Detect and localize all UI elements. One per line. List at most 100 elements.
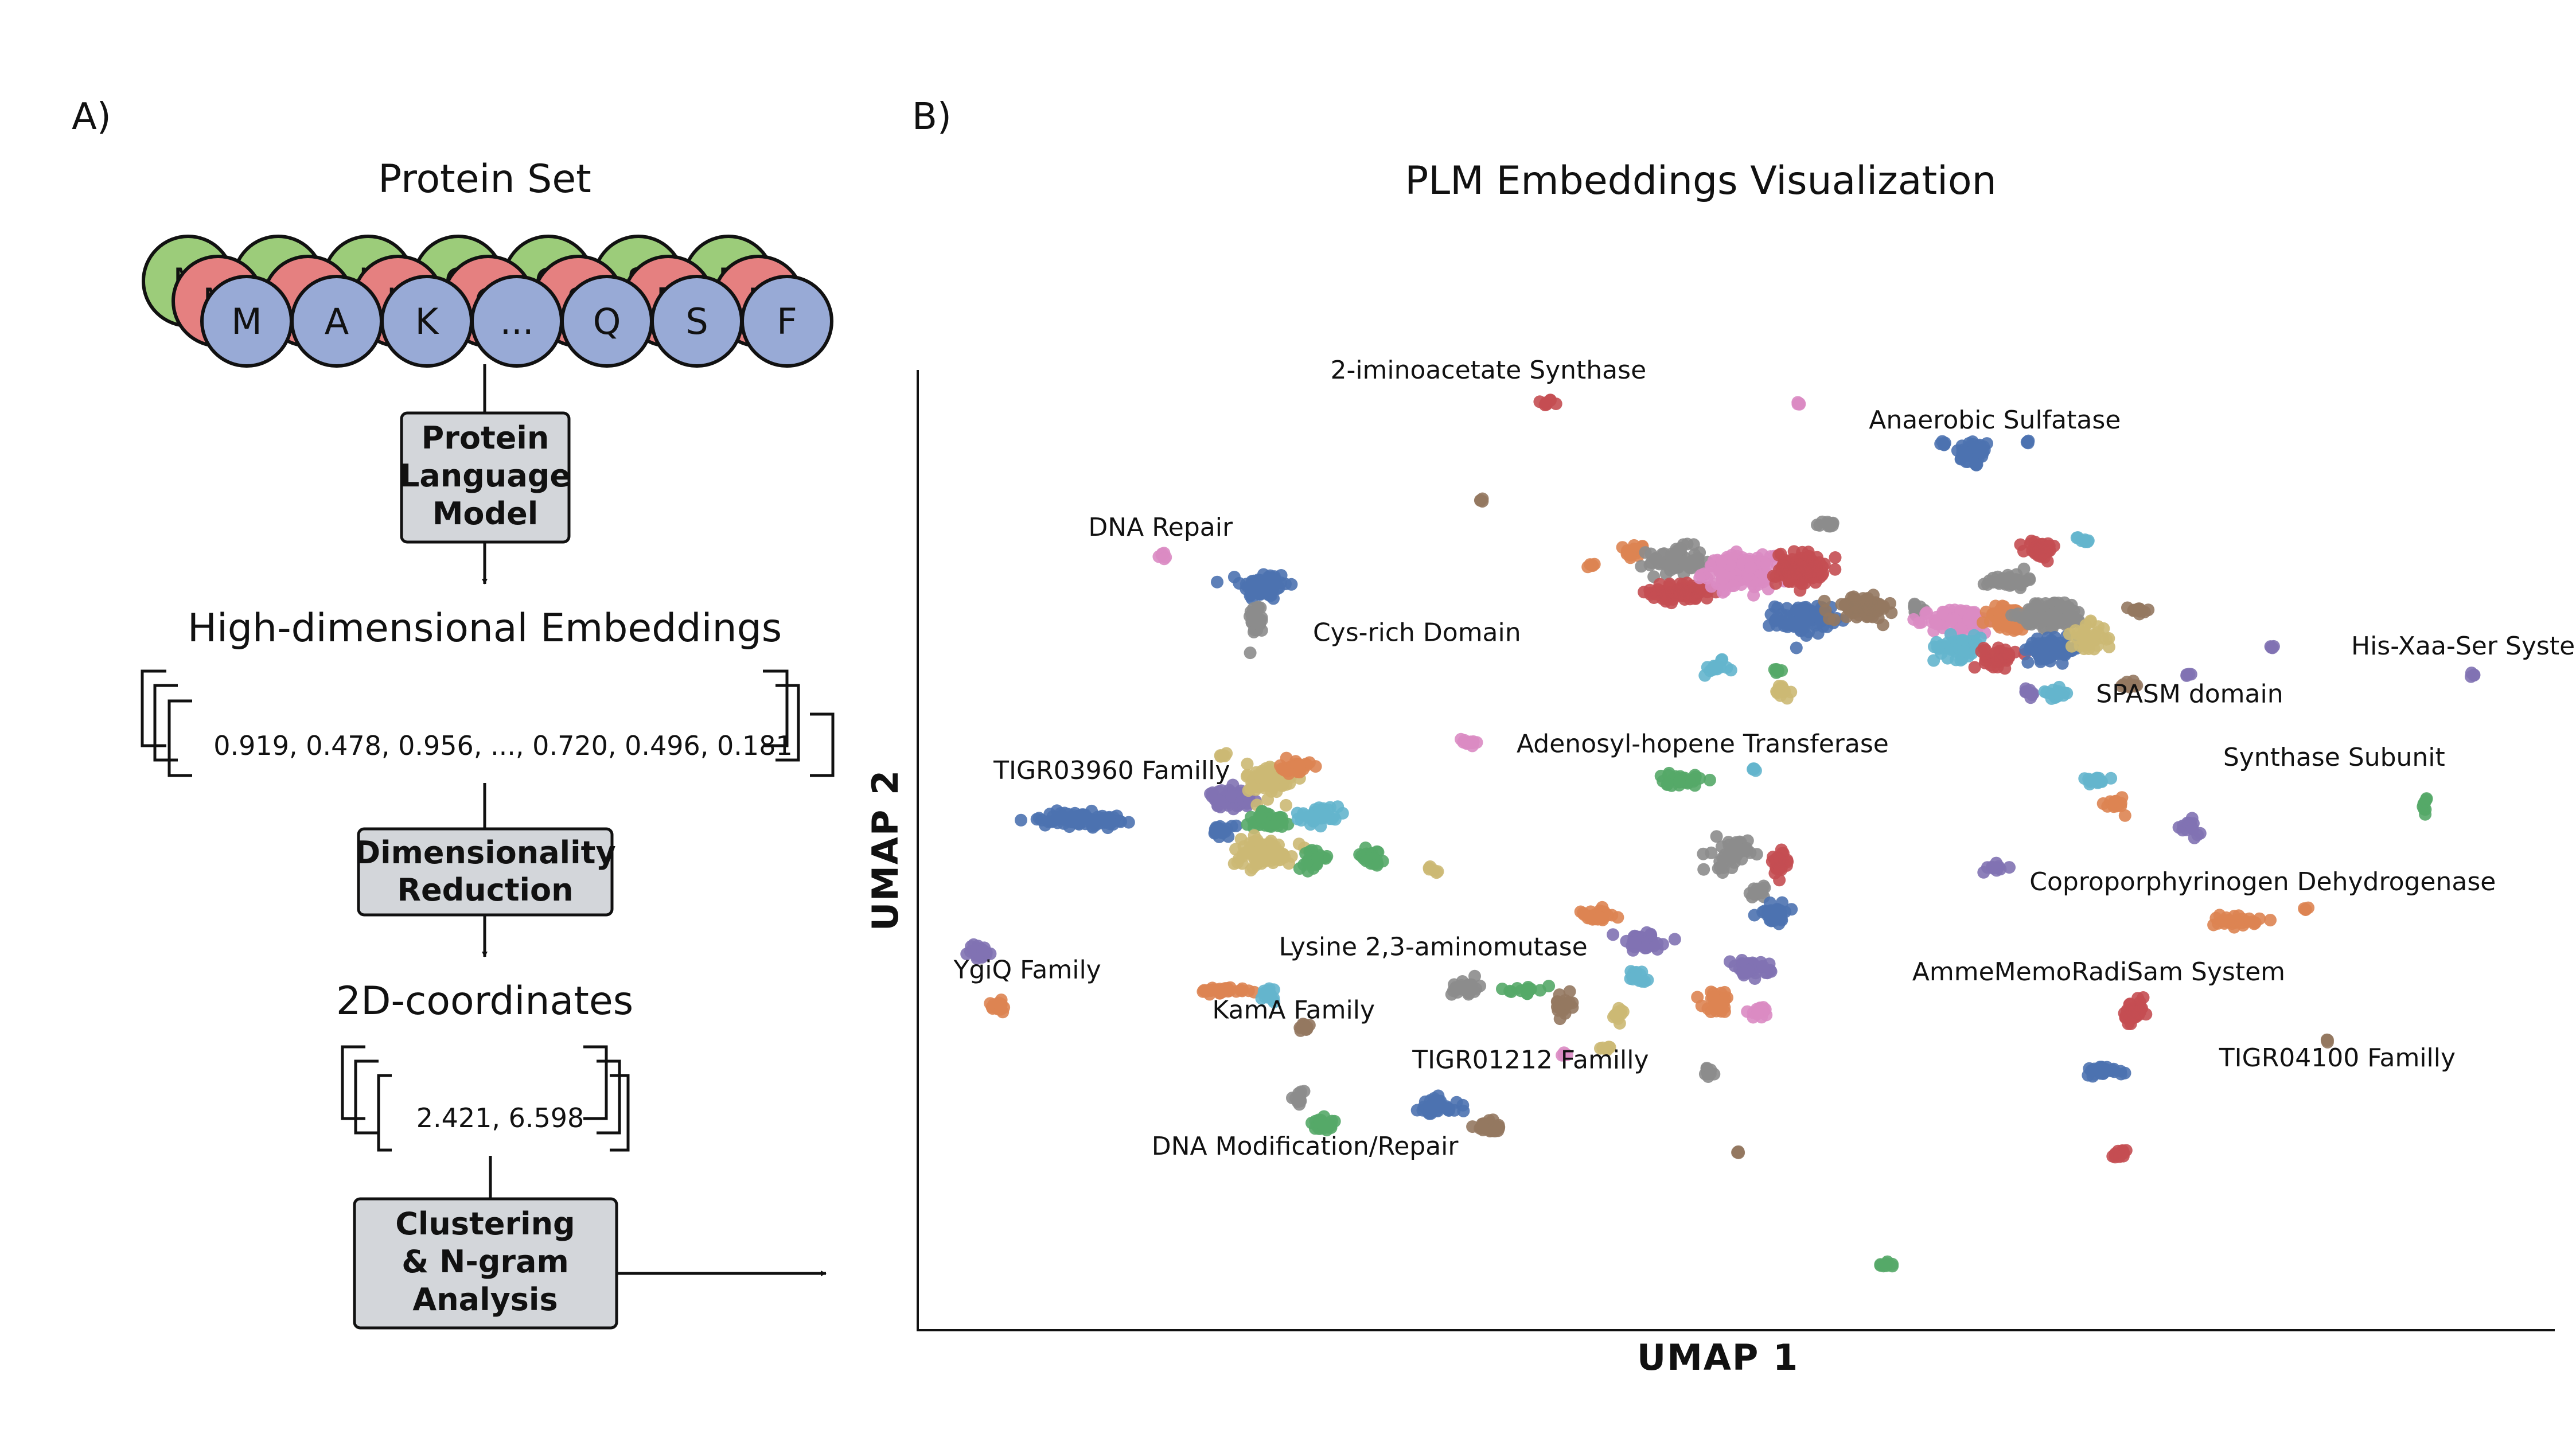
data-point <box>971 952 984 965</box>
data-point <box>1796 560 1809 574</box>
data-point <box>1819 604 1832 617</box>
data-point <box>1303 756 1316 769</box>
cluster-label: Synthase Subunit <box>2223 743 2445 772</box>
data-point <box>1829 551 1842 564</box>
data-point <box>1730 849 1743 862</box>
data-point <box>1782 574 1795 587</box>
data-point <box>1728 579 1740 593</box>
cluster-labels: 2-iminoacetate Synthase Anaerobic Sulfata… <box>953 356 2576 1161</box>
data-point <box>1443 1104 1455 1117</box>
data-point <box>2090 772 2103 785</box>
data-point <box>1710 830 1723 843</box>
data-point <box>1872 611 1885 625</box>
plm-box-line-1: Protein <box>422 420 550 456</box>
data-point <box>2420 792 2433 805</box>
data-point <box>2118 1066 2131 1080</box>
cluster-label: YgiQ Family <box>953 956 1101 985</box>
embedding-values: 0.919, 0.478, 0.956, ..., 0.720, 0.496, … <box>213 730 792 761</box>
data-point <box>1729 836 1743 849</box>
cluster-label: Coproporphyrinogen Dehydrogenase <box>2029 867 2496 897</box>
data-point <box>2008 622 2021 635</box>
data-point <box>2130 679 2144 692</box>
data-point <box>1234 984 1248 997</box>
cluster-label: Lysine 2,3-aminomutase <box>1279 932 1587 961</box>
data-point <box>1240 582 1253 595</box>
data-point <box>2109 794 2122 808</box>
data-point <box>1810 551 1823 564</box>
data-point <box>2021 435 2035 449</box>
axes <box>917 370 2555 1331</box>
data-point <box>1247 602 1260 615</box>
data-point <box>1703 773 1716 786</box>
data-point <box>1423 1101 1436 1114</box>
data-point <box>2186 823 2199 836</box>
data-point <box>1607 1011 1620 1023</box>
data-point <box>1913 616 1926 629</box>
data-point <box>1522 981 1535 993</box>
data-point <box>1297 809 1311 822</box>
data-point <box>2012 607 2025 621</box>
cluster-box-line-1: Clustering <box>395 1206 575 1242</box>
data-point <box>1265 820 1277 833</box>
data-point <box>1311 851 1324 864</box>
data-point <box>1644 928 1657 941</box>
coordinate-values: 2.421, 6.598 <box>416 1102 584 1133</box>
data-point <box>2139 1008 2153 1021</box>
data-point <box>2180 669 2193 682</box>
data-point <box>1211 575 1223 589</box>
data-point <box>1635 560 1648 573</box>
data-point <box>2072 606 2085 619</box>
data-point <box>1272 845 1285 858</box>
data-point <box>1552 1004 1565 1017</box>
data-point <box>1930 617 1943 630</box>
data-point <box>1797 621 1810 634</box>
data-point <box>1638 941 1651 954</box>
data-point <box>1822 520 1835 533</box>
data-point <box>1430 866 1443 879</box>
data-point <box>1280 798 1292 812</box>
data-point <box>1774 689 1787 702</box>
data-point <box>2113 1150 2126 1163</box>
data-point <box>1705 985 1718 999</box>
data-point <box>1479 1122 1492 1135</box>
data-point <box>1811 627 1825 640</box>
data-point <box>2133 602 2146 615</box>
data-point <box>1996 599 2009 613</box>
residue-front-letter: Q <box>593 301 621 342</box>
data-point <box>2042 614 2055 627</box>
data-point <box>1736 967 1749 980</box>
data-point <box>2320 1033 2333 1046</box>
data-point <box>1053 810 1066 823</box>
cluster-label: TIGR03960 Familly <box>993 756 1230 785</box>
data-point <box>1214 825 1227 839</box>
data-point <box>1325 1115 1338 1128</box>
dimred-box-line-1: Dimensionality <box>354 835 615 871</box>
data-point <box>1932 642 1945 655</box>
coordinates-title: 2D-coordinates <box>336 979 633 1024</box>
data-point <box>1544 393 1557 407</box>
data-point <box>1476 492 1489 505</box>
data-point <box>1275 811 1288 824</box>
dimensionality-reduction-box: Dimensionality Reduction <box>354 827 616 917</box>
scatter-points <box>960 393 2481 1273</box>
data-point <box>2468 668 2481 681</box>
data-point <box>1938 438 1951 451</box>
data-point <box>1581 560 1595 574</box>
data-point <box>2069 624 2082 637</box>
data-point <box>1278 763 1291 777</box>
data-point <box>1790 641 1803 654</box>
data-point <box>1560 1049 1573 1061</box>
data-point <box>2039 597 2052 610</box>
data-point <box>1253 587 1266 601</box>
data-point <box>1770 619 1783 632</box>
data-point <box>1958 445 1970 458</box>
data-point <box>1620 547 1634 560</box>
x-axis-label: UMAP 1 <box>1637 1337 1799 1378</box>
cluster-label: DNA Modification/Repair <box>1152 1132 1459 1161</box>
residue-front-circle <box>741 275 833 368</box>
data-point <box>1735 954 1748 967</box>
data-point <box>1227 857 1241 870</box>
data-point <box>1265 574 1278 587</box>
panel-b-letter: B) <box>912 96 952 138</box>
